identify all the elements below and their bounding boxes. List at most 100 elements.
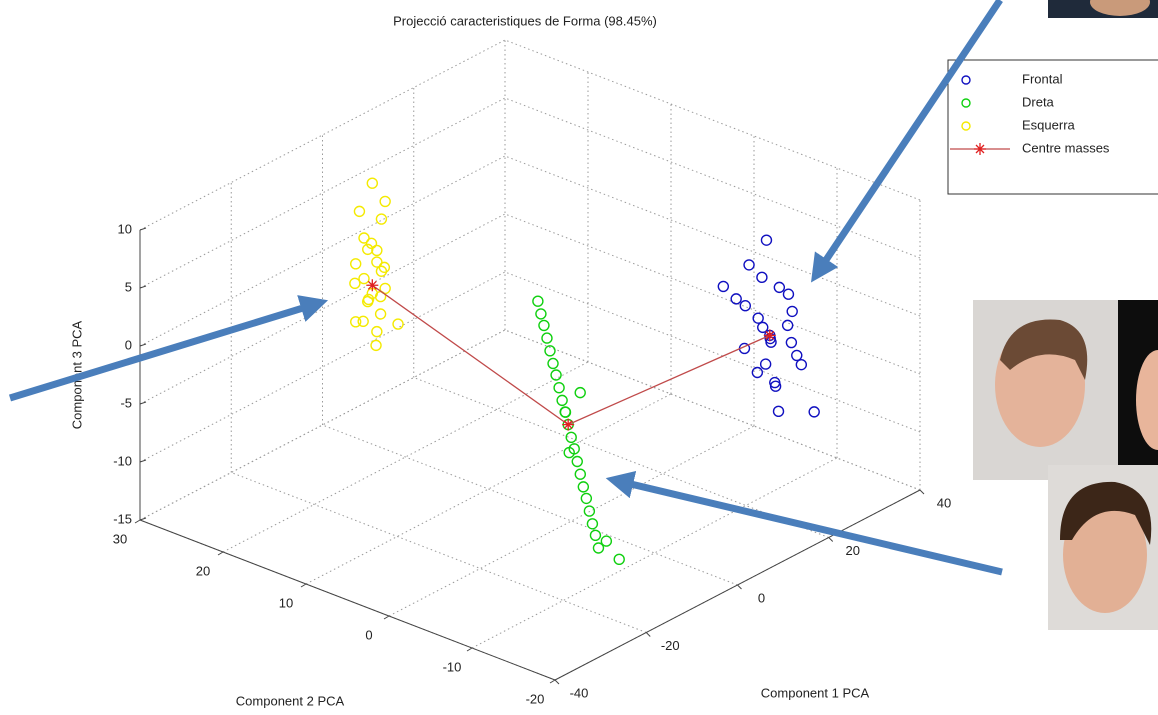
legend-label: Dreta	[1022, 94, 1055, 109]
y-tick-label: 20	[196, 563, 210, 578]
point	[589, 529, 602, 542]
grid-line	[471, 457, 838, 649]
point	[392, 318, 404, 330]
z-tick-label: -15	[113, 511, 132, 526]
point	[583, 505, 596, 517]
y-tick-label: 0	[365, 627, 372, 642]
point	[739, 300, 752, 312]
point	[613, 553, 625, 566]
legend: Frontal Dreta Esquerra Centre masses	[947, 59, 1158, 195]
point	[379, 195, 391, 208]
point	[580, 492, 593, 505]
arrows	[8, 0, 1003, 576]
hair	[1060, 481, 1152, 545]
grid-line	[139, 213, 506, 405]
x-axis-label: Component 1 PCA	[761, 685, 870, 700]
tick-mark	[139, 343, 147, 347]
point	[600, 535, 613, 547]
point	[574, 468, 586, 480]
y-tick-label: -10	[443, 659, 462, 674]
point	[586, 518, 599, 530]
point	[374, 308, 387, 320]
point	[571, 455, 583, 468]
point	[730, 293, 742, 305]
y-axis-label: Component 2 PCA	[236, 693, 345, 708]
x-tick-label: 20	[846, 543, 860, 558]
point	[786, 305, 798, 318]
tick-mark	[139, 459, 147, 463]
point	[371, 325, 383, 338]
grid-line	[504, 213, 921, 375]
point	[538, 319, 550, 332]
point	[371, 244, 383, 257]
z-tick-label: 5	[125, 279, 132, 294]
tick-mark	[466, 647, 473, 652]
grid-line	[139, 97, 506, 289]
point	[781, 319, 794, 332]
grid-line	[139, 271, 506, 463]
point	[592, 542, 605, 554]
tick-mark	[828, 537, 834, 542]
z-tick-label: -10	[113, 453, 132, 468]
point	[760, 234, 773, 246]
tick-mark	[139, 227, 147, 231]
axis-line	[139, 519, 556, 681]
point	[550, 369, 562, 381]
tick-mark	[645, 632, 651, 637]
grid-line	[504, 97, 921, 259]
point	[751, 366, 764, 379]
grid-line	[504, 155, 921, 317]
z-tick-label: -5	[120, 395, 132, 410]
point	[541, 332, 553, 344]
point	[752, 312, 764, 324]
point	[772, 405, 785, 418]
photo-right-profile	[973, 300, 1158, 480]
point	[350, 316, 362, 328]
tick-mark	[554, 679, 560, 685]
point	[769, 380, 782, 392]
face	[1136, 350, 1158, 450]
legend-marker	[961, 121, 971, 131]
arrow	[605, 470, 1003, 576]
point	[370, 339, 382, 352]
grid-line	[322, 424, 738, 586]
tick-mark	[919, 489, 925, 495]
point	[795, 358, 808, 371]
tick-mark	[383, 615, 390, 620]
point	[349, 277, 361, 290]
point	[782, 288, 795, 300]
point	[574, 386, 586, 399]
y-tick-label: -20	[526, 691, 545, 706]
point	[375, 265, 388, 277]
photo-top	[1048, 0, 1158, 18]
z-tick-label: 0	[125, 337, 132, 352]
x-tick-label: 40	[937, 495, 951, 510]
point	[759, 358, 772, 370]
point	[577, 481, 590, 493]
point	[357, 315, 369, 328]
point	[358, 272, 370, 285]
grid-line	[231, 472, 647, 633]
point	[773, 281, 786, 294]
point	[358, 232, 370, 244]
point	[559, 406, 572, 418]
plot-area: -40 -20 0 20 40 -20 -10 0 10 20 30 -15 -10 -5 0 5 10	[113, 39, 951, 706]
tick-mark	[549, 679, 556, 684]
legend-box	[947, 59, 1158, 195]
legend-marker	[961, 98, 971, 108]
grid-line	[504, 329, 921, 491]
point	[547, 357, 559, 370]
face	[1090, 0, 1150, 16]
centre-marker	[763, 329, 776, 342]
tick-mark	[139, 285, 147, 289]
point	[535, 308, 547, 320]
x-tick-label: -40	[570, 685, 589, 700]
legend-marker	[961, 75, 971, 85]
tick-mark	[134, 519, 141, 524]
point	[743, 259, 755, 271]
legend-label: Centre masses	[1022, 140, 1110, 155]
arrow	[810, 0, 1003, 283]
arrow	[8, 295, 329, 402]
grid-line	[504, 39, 921, 201]
